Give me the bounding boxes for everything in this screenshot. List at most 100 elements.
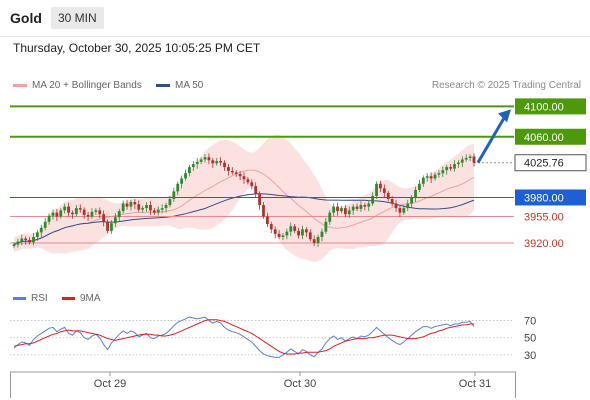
candle [141, 205, 145, 213]
candle [343, 205, 347, 218]
candle [145, 202, 148, 212]
x-axis [10, 371, 516, 398]
candle-body [74, 208, 78, 215]
rsi-swatch [13, 296, 26, 300]
candle [449, 164, 453, 171]
candle [12, 242, 16, 249]
candle [468, 154, 472, 162]
candle-body [12, 244, 16, 247]
candle-body [402, 208, 406, 213]
level-price-4025-76: 4025.76 [474, 154, 587, 172]
candle-body [301, 229, 304, 236]
candle [156, 206, 160, 216]
candle-body [238, 173, 242, 177]
timeframe-button[interactable]: 30 MIN [51, 7, 104, 29]
candle [51, 209, 55, 220]
level-label: 4025.76 [524, 158, 564, 170]
x-tick-label: Oct 31 [459, 378, 491, 390]
candle [207, 153, 211, 165]
candle [215, 158, 219, 166]
candle [129, 199, 133, 211]
candle-body [464, 158, 468, 160]
candle [453, 160, 456, 172]
candles [12, 153, 476, 249]
candle [20, 234, 24, 246]
candle [121, 200, 125, 214]
candle-body [320, 231, 324, 237]
bollinger-swatch [13, 83, 27, 87]
candle [195, 158, 199, 169]
candle [47, 213, 51, 225]
forecast-arrow [476, 109, 511, 164]
candle [332, 203, 336, 217]
symbol-title: Gold [10, 10, 42, 26]
legend-bollinger-label: MA 20 + Bollinger Bands [32, 80, 142, 91]
candle-body [382, 188, 386, 193]
candle-body [215, 161, 219, 164]
candle-body [160, 208, 164, 210]
candle [24, 236, 28, 245]
candle [172, 187, 176, 203]
candle-body [262, 205, 265, 217]
rsi-tick-label: 30 [524, 350, 536, 362]
candle-body [429, 176, 433, 179]
candle-body [336, 206, 339, 212]
candle [203, 154, 207, 163]
candle-body [328, 212, 332, 222]
candle [74, 205, 78, 217]
candle-body [433, 174, 437, 179]
candle-body [234, 172, 238, 174]
candle [464, 154, 468, 162]
candle [418, 180, 421, 193]
candle [117, 208, 121, 222]
candle-body [156, 209, 160, 213]
candle [402, 205, 406, 215]
candle-body [78, 208, 82, 210]
candle-body [398, 208, 402, 213]
forecast-arrow-shaft [476, 115, 507, 164]
candle-body [59, 210, 63, 217]
candle-body [379, 183, 382, 189]
candle-body [67, 206, 70, 213]
candle [425, 173, 429, 182]
candle [152, 208, 156, 215]
candle-body [445, 167, 449, 171]
rsi-tick-30: 30 [10, 350, 536, 362]
candle [227, 164, 230, 176]
candle [110, 220, 113, 234]
candle [386, 190, 390, 202]
candle [375, 181, 378, 199]
candle [421, 175, 425, 187]
candle [223, 160, 226, 171]
candle [258, 191, 261, 210]
candle-body [195, 161, 199, 165]
candle [234, 170, 238, 177]
rsi-tick-label: 50 [524, 333, 536, 345]
legend-bollinger: MA 20 + Bollinger Bands [13, 80, 142, 91]
level-label: 4060.00 [524, 132, 564, 144]
x-tick: Oct 29 [94, 372, 126, 390]
candle [211, 158, 215, 168]
candle [230, 167, 234, 175]
candle [242, 172, 246, 184]
candle-body [421, 177, 425, 184]
legend-rsi: RSI [13, 293, 48, 304]
candle [137, 200, 141, 212]
candle-body [343, 208, 347, 215]
candle-body [20, 238, 24, 242]
candle [28, 236, 31, 245]
candle [199, 157, 203, 165]
candle [410, 195, 414, 208]
candle-body [227, 167, 230, 171]
candle-body [410, 197, 414, 204]
x-tick-label: Oct 30 [284, 378, 316, 390]
candle-body [441, 170, 445, 174]
candle [398, 205, 402, 218]
candle-body [394, 203, 398, 209]
candle [472, 153, 476, 167]
candle [39, 224, 43, 237]
candle-body [453, 164, 456, 169]
candle [289, 222, 293, 237]
level-resistance-4060-00: 4060.00 [10, 128, 586, 145]
